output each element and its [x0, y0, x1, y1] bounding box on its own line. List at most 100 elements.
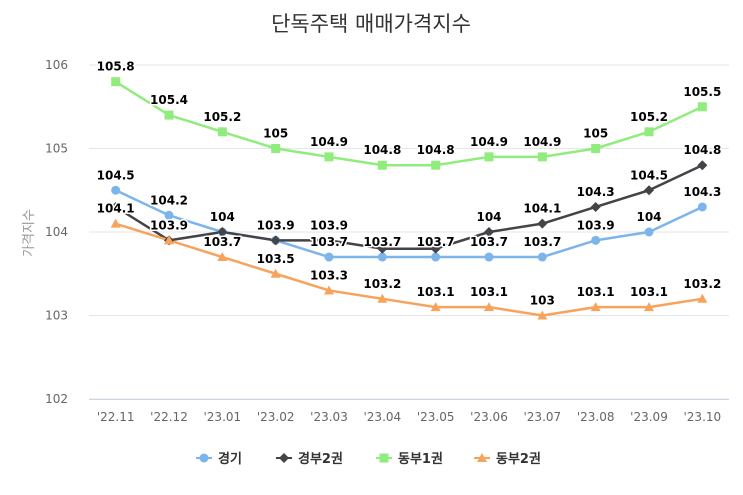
data-label: 104 [476, 210, 501, 224]
legend[interactable]: 경기 경부2권 동부1권 동부2권 [196, 451, 541, 467]
data-point [537, 218, 548, 229]
series-lines [114, 80, 704, 317]
data-label: 103.2 [363, 277, 401, 291]
data-label: 104.3 [577, 185, 615, 199]
data-point [591, 144, 601, 153]
legend-item[interactable]: 동부2권 [474, 452, 541, 467]
data-point [484, 252, 494, 262]
data-label: 103.7 [310, 235, 348, 249]
data-label: 103.7 [523, 235, 561, 249]
data-point [697, 160, 708, 171]
data-point [697, 102, 707, 112]
data-label: 104 [210, 210, 235, 224]
data-point [644, 302, 654, 312]
data-label: 104.5 [630, 168, 668, 182]
data-label: 103.9 [257, 218, 295, 232]
data-point [324, 285, 334, 295]
data-point [324, 252, 334, 262]
data-label: 103.9 [310, 218, 348, 232]
data-point [590, 302, 601, 312]
data-point [217, 227, 228, 237]
gridlines [89, 64, 729, 400]
x-tick-label: '22.12 [150, 410, 188, 424]
data-label: 103.5 [257, 252, 295, 266]
data-label: 104.1 [97, 202, 135, 216]
data-point [217, 127, 227, 137]
data-point [697, 293, 708, 303]
data-label: 105.8 [97, 60, 135, 74]
data-label: 103 [530, 294, 555, 308]
legend-marker [379, 453, 389, 463]
data-label: 103.9 [150, 218, 188, 232]
data-label: 103.7 [417, 235, 455, 249]
y-tick-label: 102 [45, 392, 68, 406]
legend-marker [199, 453, 209, 463]
data-label: 104.8 [417, 143, 455, 157]
data-label: 104.9 [310, 135, 348, 149]
data-label: 104 [636, 210, 661, 224]
data-point [377, 243, 388, 254]
data-point [110, 201, 121, 212]
legend-item[interactable]: 경부2권 [276, 451, 343, 467]
data-label: 105 [583, 127, 608, 141]
data-label: 105.2 [630, 110, 668, 124]
legend-label: 경부2권 [298, 451, 343, 467]
data-point [644, 227, 654, 237]
x-tick-label: '23.06 [470, 410, 508, 424]
data-point [111, 77, 121, 87]
data-point [110, 218, 121, 228]
data-point [164, 110, 174, 120]
data-point [644, 127, 654, 137]
x-axis-ticks: '22.11 '22.12 '23.01 '23.02 '23.03 '23.04 '23.… [97, 410, 721, 424]
data-label: 104.9 [523, 135, 561, 149]
data-point [164, 235, 174, 245]
data-point [430, 243, 441, 254]
legend-item[interactable]: 경기 [196, 451, 242, 467]
data-label: 103.1 [577, 285, 615, 299]
legend-item[interactable]: 동부1권 [376, 452, 443, 467]
data-label: 104.9 [470, 135, 508, 149]
y-axis-label: 가격지수 [22, 209, 37, 257]
series-line [114, 222, 704, 317]
y-tick-label: 103 [45, 309, 68, 323]
x-tick-label: '23.03 [310, 410, 348, 424]
series-line [114, 163, 704, 250]
series-markers [110, 77, 708, 320]
y-tick-label: 104 [45, 225, 68, 239]
x-tick-label: '23.07 [524, 410, 562, 424]
data-label: 104.3 [683, 185, 721, 199]
data-labels: 104.5 104.2 104 103.9 103.7 103.7 103.7 103.7 10… [95, 58, 723, 309]
data-point [537, 252, 547, 262]
data-point [377, 160, 387, 170]
data-point [644, 185, 654, 196]
data-point [324, 152, 334, 162]
series-line [114, 80, 704, 167]
x-tick-label: '23.02 [257, 410, 295, 424]
x-tick-label: '22.11 [97, 410, 135, 424]
data-label: 104.1 [523, 202, 561, 216]
data-point [111, 185, 121, 195]
data-label: 105.2 [203, 110, 241, 124]
data-point [484, 302, 494, 312]
x-tick-label: '23.05 [417, 410, 455, 424]
data-point [324, 235, 334, 246]
chart-title: 단독주택 매매가격지수 [271, 12, 471, 36]
data-point [271, 144, 281, 153]
data-label: 103.7 [470, 235, 508, 249]
data-point [591, 235, 601, 245]
data-point [590, 201, 601, 212]
data-label: 103.7 [363, 235, 401, 249]
y-axis-ticks: 102 103 104 105 106 [45, 58, 68, 406]
data-label: 105.5 [683, 85, 721, 99]
data-point [537, 310, 548, 320]
data-point [164, 210, 174, 220]
data-point [697, 202, 707, 212]
data-label: 104.2 [150, 193, 188, 207]
legend-label: 경기 [218, 451, 242, 467]
x-tick-label: '23.04 [364, 410, 402, 424]
data-point [377, 293, 388, 303]
legend-label: 동부1권 [398, 452, 443, 467]
y-tick-label: 106 [45, 58, 68, 72]
legend-marker [279, 453, 289, 463]
data-point [270, 268, 281, 278]
